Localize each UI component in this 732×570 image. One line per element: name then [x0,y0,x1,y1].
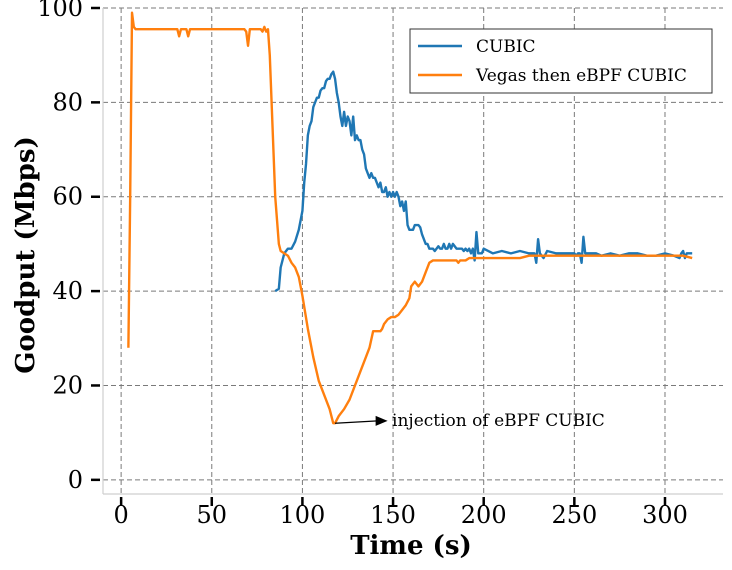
x-tick-label: 200 [461,501,507,529]
x-tick-label: 300 [642,501,688,529]
series-line-vegas-ebpf-cubic [127,11,693,425]
y-tick-label: 0 [68,466,83,494]
legend-label-vegas: Vegas then eBPF CUBIC [475,66,687,86]
y-tick-label: 60 [52,183,83,211]
annotation-text: injection of eBPF CUBIC [392,411,605,431]
y-tick-label: 40 [52,277,83,305]
x-tick-label: 100 [280,501,326,529]
annotation-arrowhead [375,415,388,426]
annotation-arrow-shaft [335,420,378,424]
annotation: injection of eBPF CUBIC [335,411,605,431]
y-tick-label: 80 [52,88,83,116]
y-tick-label: 20 [52,371,83,399]
x-tick-label: 150 [370,501,416,529]
legend: CUBIC Vegas then eBPF CUBIC [409,28,713,94]
x-axis-label: Time (s) [350,531,472,561]
x-tick-label: 0 [113,501,128,529]
legend-box [409,28,713,94]
x-tick-label: 250 [551,501,597,529]
series-lines [127,11,693,425]
axes: 0 20 40 60 80 100 0 50 100 150 200 250 300 [37,0,723,529]
series-line-cubic [274,70,693,293]
x-tick-label: 50 [196,501,227,529]
legend-label-cubic: CUBIC [476,37,536,57]
y-tick-label: 100 [37,0,83,22]
y-axis-label: Goodput (Mbps) [11,136,41,374]
